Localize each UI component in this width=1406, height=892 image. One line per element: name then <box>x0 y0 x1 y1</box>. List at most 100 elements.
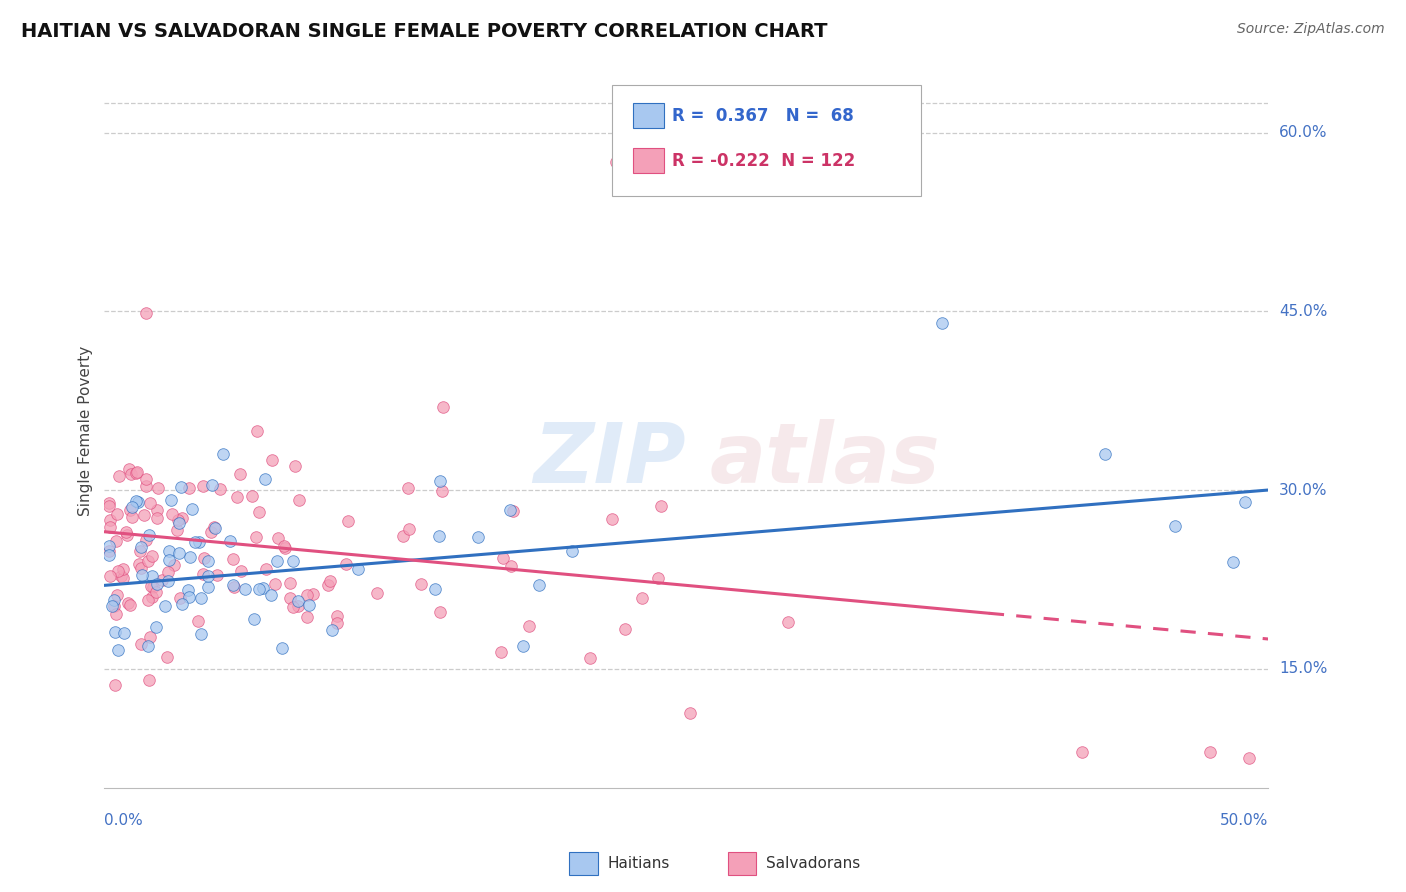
Point <box>131 637 153 651</box>
Point <box>103 599 125 613</box>
Point <box>139 496 162 510</box>
Point <box>110 568 132 582</box>
Point <box>298 598 321 612</box>
Point <box>111 571 134 585</box>
Point <box>135 479 157 493</box>
Point <box>347 561 370 575</box>
Point <box>321 623 343 637</box>
Point <box>202 520 225 534</box>
Point <box>169 591 191 606</box>
Text: 0.0%: 0.0% <box>104 813 143 828</box>
Point <box>177 582 200 597</box>
Point <box>134 508 156 522</box>
Point <box>138 528 160 542</box>
Point <box>613 623 636 637</box>
Point <box>273 539 295 553</box>
Point <box>166 523 188 537</box>
Point <box>264 576 287 591</box>
Point <box>281 554 304 568</box>
Point <box>125 493 148 508</box>
Point <box>118 503 141 517</box>
Point <box>527 577 550 591</box>
Point <box>98 539 121 553</box>
Point <box>153 599 176 613</box>
Point <box>1222 555 1244 569</box>
Point <box>197 554 219 568</box>
Point <box>1239 751 1261 765</box>
Point <box>157 553 180 567</box>
Text: R = -0.222  N = 122: R = -0.222 N = 122 <box>672 152 855 169</box>
Point <box>181 501 204 516</box>
Point <box>209 482 232 496</box>
Point <box>146 510 169 524</box>
Point <box>1071 745 1094 759</box>
Point <box>204 521 226 535</box>
Point <box>103 592 125 607</box>
Point <box>297 610 319 624</box>
Point <box>98 544 121 558</box>
Point <box>167 546 190 560</box>
Text: Source: ZipAtlas.com: Source: ZipAtlas.com <box>1237 22 1385 37</box>
Point <box>146 503 169 517</box>
Point <box>136 593 159 607</box>
Point <box>193 551 215 566</box>
Point <box>233 582 256 597</box>
Y-axis label: Single Female Poverty: Single Female Poverty <box>79 345 93 516</box>
Point <box>605 155 627 169</box>
Text: atlas: atlas <box>710 418 941 500</box>
Point <box>104 625 127 640</box>
Point <box>135 533 157 548</box>
Text: ZIP: ZIP <box>534 418 686 500</box>
Point <box>135 306 157 320</box>
Point <box>112 626 135 640</box>
Point <box>274 541 297 555</box>
Point <box>197 581 219 595</box>
Point <box>467 530 489 544</box>
Point <box>281 599 304 614</box>
Point <box>98 520 121 534</box>
Point <box>218 533 240 548</box>
Point <box>316 578 339 592</box>
Point <box>121 500 143 514</box>
Point <box>247 504 270 518</box>
Point <box>267 531 290 545</box>
Point <box>120 467 142 481</box>
Point <box>138 673 160 688</box>
Point <box>121 510 143 524</box>
Point <box>177 590 200 604</box>
Point <box>222 580 245 594</box>
Point <box>127 495 149 509</box>
Point <box>177 481 200 495</box>
Text: 45.0%: 45.0% <box>1279 304 1327 318</box>
Point <box>191 567 214 582</box>
Point <box>228 467 250 481</box>
Point <box>221 578 243 592</box>
Point <box>270 641 292 656</box>
Point <box>245 530 267 544</box>
Point <box>252 582 274 596</box>
Point <box>131 568 153 582</box>
Point <box>146 481 169 495</box>
Point <box>141 549 163 563</box>
Point <box>647 571 669 585</box>
Point <box>336 514 359 528</box>
Point <box>561 544 583 558</box>
Point <box>247 582 270 596</box>
Point <box>240 489 263 503</box>
Point <box>260 453 283 467</box>
Point <box>179 550 201 565</box>
Point <box>432 400 454 414</box>
Point <box>107 564 129 578</box>
Point <box>319 574 342 589</box>
Point <box>105 507 128 521</box>
Point <box>98 499 121 513</box>
Point <box>125 466 148 480</box>
Point <box>104 607 127 621</box>
Point <box>139 579 162 593</box>
Point <box>150 573 173 587</box>
Point <box>491 551 513 566</box>
Point <box>302 587 325 601</box>
Point <box>184 534 207 549</box>
Point <box>115 525 138 540</box>
Point <box>128 543 150 558</box>
